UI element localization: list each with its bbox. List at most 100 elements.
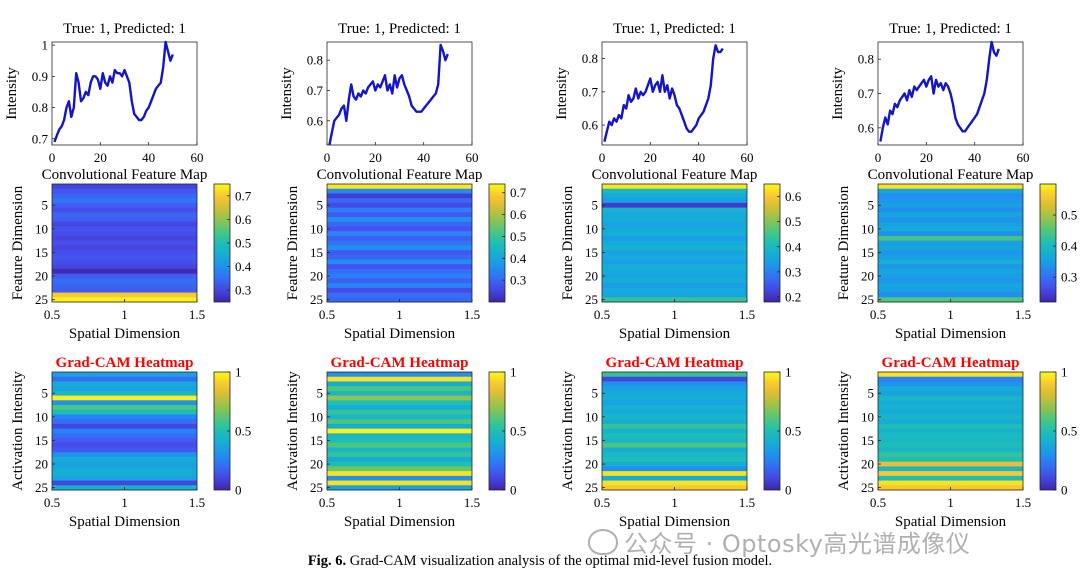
colorbar-tick-label: 0.6: [235, 212, 252, 227]
heatmap-row: [878, 250, 1023, 256]
heatmap-row: [878, 471, 1023, 477]
heatmap-row: [602, 283, 747, 289]
chart-title: Convolutional Feature Map: [868, 167, 1034, 183]
x-tick-label: 0: [599, 150, 606, 165]
heatmap-row: [327, 466, 472, 472]
heatmap-row: [602, 207, 747, 213]
heatmap-row: [327, 428, 472, 434]
heatmap-row: [52, 292, 197, 298]
y-tick-label: 5: [317, 198, 324, 213]
heatmap-row: [878, 409, 1023, 415]
heatmap-row: [602, 245, 747, 251]
y-axis-label: Intensity: [279, 67, 295, 120]
colorbar-tick-label: 0.5: [510, 424, 526, 439]
y-tick-label: 5: [868, 386, 875, 401]
y-tick-label: 5: [592, 386, 599, 401]
x-tick-label: 1.5: [739, 307, 755, 322]
heatmap-row: [52, 250, 197, 256]
heatmap-row: [878, 423, 1023, 430]
colorbar-tick-label: 0.5: [235, 236, 251, 251]
y-tick-label: 25: [35, 292, 48, 307]
x-tick-label: 1: [947, 495, 954, 510]
heatmap-row: [327, 386, 472, 392]
heatmap-row: [878, 442, 1023, 448]
chart-title: Convolutional Feature Map: [592, 167, 758, 183]
heatmap-row: [327, 217, 472, 223]
x-tick-label: 0.5: [319, 495, 335, 510]
x-tick-label: 20: [920, 150, 933, 165]
heatmap-row: [602, 217, 747, 223]
panel-2: 0 20 40 60 0.6 0.7 0.8 True: 1, Predicted: 1 Int…: [279, 21, 479, 165]
panel-8: 0.5 1 1.5 5 10 15 20 25 Convolutional Feature Ma…: [836, 167, 1078, 342]
x-tick-label: 1.5: [464, 307, 480, 322]
y-axis-label: Activation Intensity: [10, 371, 26, 491]
y-tick-label: 25: [861, 292, 874, 307]
heatmap-row: [878, 376, 1023, 382]
colorbar-tick-label: 0.6: [785, 189, 802, 204]
heatmap-row: [602, 202, 747, 208]
x-tick-label: 0.5: [870, 495, 886, 510]
heatmap-row: [52, 466, 197, 472]
heatmap-row: [327, 264, 472, 270]
heatmap-row: [327, 480, 472, 486]
y-tick-label: 0.8: [858, 52, 874, 67]
colorbar: [488, 183, 506, 303]
heatmap-row: [602, 259, 747, 265]
heatmap-row: [327, 438, 472, 444]
y-tick-label: 1: [42, 38, 49, 53]
heatmap-row: [52, 231, 197, 237]
heatmap-row: [327, 273, 472, 279]
heatmap-row: [52, 414, 197, 420]
heatmap-row: [602, 466, 747, 472]
heatmap-row: [52, 188, 197, 194]
heatmap-row: [327, 212, 472, 218]
heatmap-row: [52, 254, 197, 260]
heatmap-row: [327, 235, 472, 242]
heatmap-row: [878, 428, 1023, 434]
x-tick-label: 40: [692, 150, 705, 165]
colorbar-tick-label: 0: [1061, 483, 1068, 498]
x-tick-label: 20: [94, 150, 107, 165]
plot-area: [51, 41, 198, 146]
x-tick-label: 0.5: [870, 307, 886, 322]
heatmap-row: [327, 461, 472, 467]
y-tick-label: 0.6: [582, 118, 599, 133]
x-tick-label: 60: [741, 150, 754, 165]
heatmap-row: [878, 405, 1023, 411]
y-axis-label: Feature Dimension: [285, 185, 301, 300]
colorbar-tick-label: 0: [235, 483, 242, 498]
x-tick-label: 0: [324, 150, 331, 165]
colorbar-tick-label: 0.5: [785, 214, 801, 229]
x-tick-label: 0.5: [44, 495, 60, 510]
chart-title: Convolutional Feature Map: [317, 167, 483, 183]
heatmap-row: [327, 250, 472, 256]
heatmap-row: [878, 292, 1023, 298]
chart-title: Grad-CAM Heatmap: [882, 355, 1020, 371]
y-axis-label: Feature Dimension: [836, 185, 852, 300]
chart-title: Grad-CAM Heatmap: [331, 355, 469, 371]
heatmap-row: [52, 221, 197, 227]
heatmap-row: [602, 438, 747, 444]
heatmap-row: [878, 381, 1023, 387]
heatmap-row: [602, 475, 747, 481]
heatmap-row: [327, 419, 472, 425]
panel-3: 0 20 40 60 0.6 0.7 0.8 True: 1, Predicted: 1 Int…: [554, 21, 754, 165]
heatmap-row: [878, 433, 1023, 439]
heatmap-row: [52, 480, 197, 486]
heatmap-row: [602, 235, 747, 242]
heatmap-row: [327, 184, 472, 190]
heatmap-row: [327, 207, 472, 213]
heatmap-row: [327, 452, 472, 458]
y-tick-label: 20: [310, 269, 323, 284]
colorbar-tick-label: 0: [510, 483, 517, 498]
heatmap-row: [52, 442, 197, 448]
wechat-icon: [588, 529, 618, 555]
x-axis-label: Spatial Dimension: [69, 514, 181, 530]
x-tick-label: 40: [968, 150, 981, 165]
panel-5: 0.5 1 1.5 5 10 15 20 25 Convolutional Feature Ma…: [10, 167, 252, 342]
heatmap-row: [602, 471, 747, 477]
heatmap-row: [52, 461, 197, 467]
y-tick-label: 0.6: [858, 120, 875, 135]
watermark-text: 公众号 · Optosky高光谱成像仪: [624, 530, 971, 558]
heatmap-row: [878, 188, 1023, 194]
